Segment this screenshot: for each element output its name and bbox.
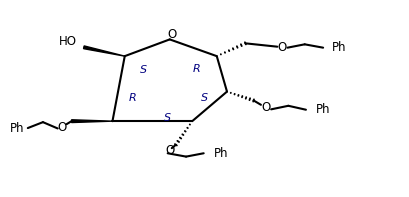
Polygon shape xyxy=(83,46,125,56)
Text: S: S xyxy=(201,93,208,102)
Text: S: S xyxy=(139,65,147,75)
Text: O: O xyxy=(167,28,176,41)
Text: HO: HO xyxy=(58,35,76,48)
Text: O: O xyxy=(165,144,174,157)
Text: Ph: Ph xyxy=(10,122,25,135)
Text: S: S xyxy=(164,113,171,123)
Text: O: O xyxy=(278,41,287,54)
Text: Ph: Ph xyxy=(316,103,330,116)
Text: Ph: Ph xyxy=(213,147,228,160)
Text: O: O xyxy=(58,121,67,134)
Text: O: O xyxy=(261,101,270,114)
Text: R: R xyxy=(193,64,200,74)
Text: R: R xyxy=(129,93,137,102)
Polygon shape xyxy=(72,120,112,123)
Text: Ph: Ph xyxy=(332,41,347,54)
